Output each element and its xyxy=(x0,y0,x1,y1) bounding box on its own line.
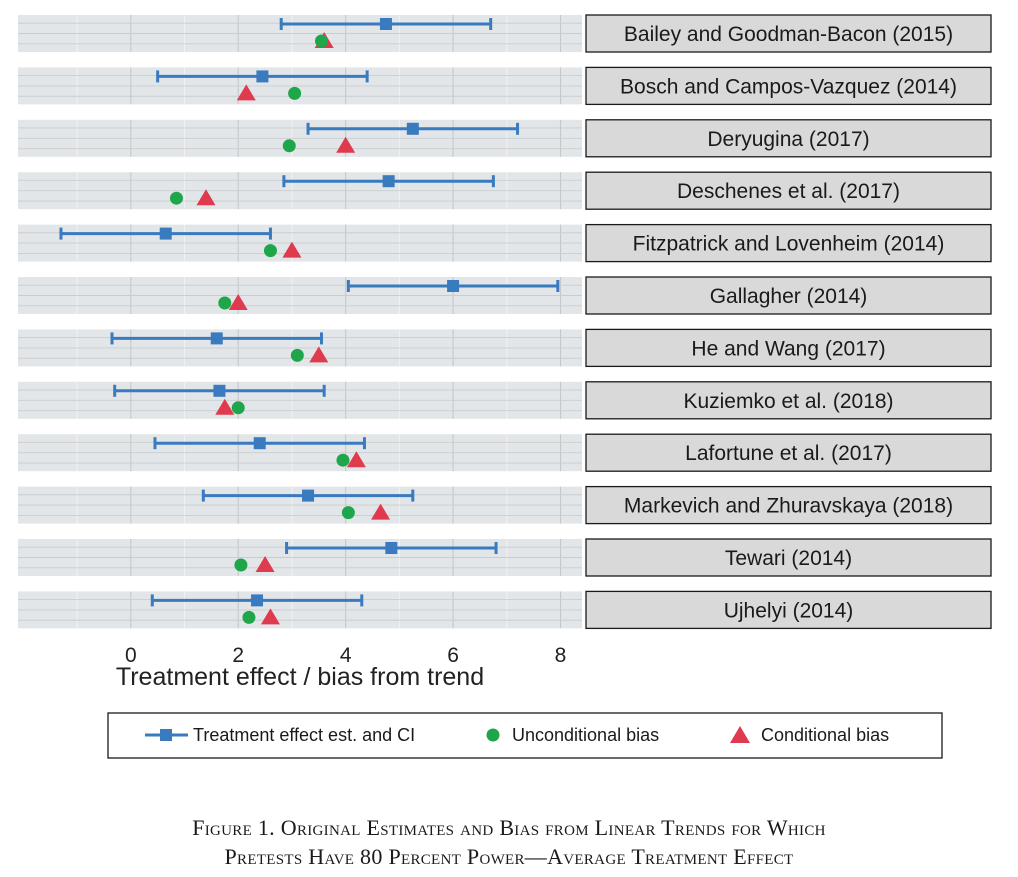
forest-plot: Bailey and Goodman-Bacon (2015) Bosch and… xyxy=(18,14,992,759)
conditional-bias-point xyxy=(196,189,216,206)
legend: Treatment effect est. and CI Uncondition… xyxy=(107,712,943,759)
study-panels: Bailey and Goodman-Bacon (2015) Bosch and… xyxy=(18,14,992,630)
conditional-bias-point xyxy=(309,346,329,363)
estimate-point xyxy=(379,18,392,30)
study-panel: Bailey and Goodman-Bacon (2015) xyxy=(18,14,992,53)
estimate-point xyxy=(213,384,226,397)
legend-estimate-label: Treatment effect est. and CI xyxy=(193,725,415,745)
unconditional-bias-point xyxy=(336,453,350,467)
unconditional-bias-point xyxy=(288,86,302,100)
study-label: Bailey and Goodman-Bacon (2015) xyxy=(624,23,953,46)
legend-conditional-label: Conditional bias xyxy=(761,725,889,745)
study-label-box xyxy=(585,171,992,210)
unconditional-bias-point xyxy=(234,558,248,572)
study-panel: Tewari (2014) xyxy=(18,538,992,577)
estimate-point xyxy=(159,227,172,240)
x-tick-label: 8 xyxy=(555,644,567,667)
study-label: Tewari (2014) xyxy=(725,547,852,570)
conditional-bias-point xyxy=(215,398,235,415)
study-label-box xyxy=(585,14,992,53)
estimate-point xyxy=(385,542,398,554)
unconditional-bias-point xyxy=(341,506,355,520)
unconditional-bias-point xyxy=(242,610,256,624)
estimate-point xyxy=(253,437,266,450)
study-label-box xyxy=(585,381,992,420)
study-label-box xyxy=(585,223,992,263)
legend-box xyxy=(107,712,943,759)
x-axis-title: Treatment effect / bias from trend xyxy=(116,663,484,691)
conditional-bias-point xyxy=(336,136,356,153)
study-panel: Markevich and Zhuravskaya (2018) xyxy=(18,485,992,525)
estimate-point xyxy=(251,594,264,607)
conditional-bias-point xyxy=(228,294,248,310)
conditional-bias-point xyxy=(260,608,280,625)
study-label-box xyxy=(585,485,992,525)
study-label-box xyxy=(585,590,992,630)
unconditional-bias-point xyxy=(231,401,245,415)
study-label-box xyxy=(585,538,992,577)
x-axis-ticks: 0 2 4 6 8 xyxy=(125,644,566,667)
study-label: Deryugina (2017) xyxy=(707,128,869,151)
x-tick-label: 0 xyxy=(125,644,137,667)
study-panel: Bosch and Campos-Vazquez (2014) xyxy=(18,66,992,106)
estimate-point xyxy=(406,122,419,135)
unconditional-bias-point xyxy=(314,34,328,48)
study-panel: Lafortune et al. (2017) xyxy=(18,433,992,472)
study-label: Lafortune et al. (2017) xyxy=(685,442,892,465)
estimate-point xyxy=(382,175,395,188)
estimate-point xyxy=(447,280,460,292)
study-label: Bosch and Campos-Vazquez (2014) xyxy=(620,75,957,98)
study-label-box xyxy=(585,66,992,106)
conditional-bias-point xyxy=(346,451,366,468)
legend-estimate-symbol xyxy=(145,729,188,741)
study-label: He and Wang (2017) xyxy=(691,337,885,360)
legend-conditional-symbol xyxy=(730,726,750,743)
figure-caption-line-1: Figure 1. Original Estimates and Bias fr… xyxy=(192,815,826,840)
study-panel: Fitzpatrick and Lovenheim (2014) xyxy=(18,223,992,263)
conditional-bias-point xyxy=(236,84,256,101)
study-panel: Ujhelyi (2014) xyxy=(18,590,992,630)
conditional-bias-point xyxy=(371,503,391,520)
legend-unconditional-symbol xyxy=(486,728,500,742)
study-label-box xyxy=(585,276,992,315)
study-label-box xyxy=(585,119,992,158)
study-label: Ujhelyi (2014) xyxy=(724,599,854,622)
study-label: Gallagher (2014) xyxy=(710,285,868,308)
study-panel: Deryugina (2017) xyxy=(18,119,992,158)
unconditional-bias-point xyxy=(290,348,304,362)
conditional-bias-point xyxy=(282,241,302,258)
study-label: Markevich and Zhuravskaya (2018) xyxy=(624,495,953,518)
unconditional-bias-point xyxy=(282,139,296,153)
study-panel: He and Wang (2017) xyxy=(18,328,992,368)
estimate-point xyxy=(210,332,223,345)
conditional-bias-point xyxy=(255,556,275,572)
unconditional-bias-point xyxy=(169,191,183,205)
unconditional-bias-point xyxy=(218,296,232,310)
study-panel: Kuziemko et al. (2018) xyxy=(18,381,992,420)
x-tick-label: 2 xyxy=(232,644,244,667)
study-label: Kuziemko et al. (2018) xyxy=(683,390,893,413)
figure-caption-line-2: Pretests Have 80 Percent Power—Average T… xyxy=(224,844,794,869)
unconditional-bias-point xyxy=(263,244,277,258)
x-tick-label: 6 xyxy=(447,644,459,667)
study-label-box xyxy=(585,433,992,472)
study-label: Deschenes et al. (2017) xyxy=(677,180,900,203)
estimate-point xyxy=(302,489,315,502)
estimate-point xyxy=(256,70,269,83)
study-panel: Deschenes et al. (2017) xyxy=(18,171,992,210)
study-panel: Gallagher (2014) xyxy=(18,276,992,315)
study-label-box xyxy=(585,328,992,368)
x-tick-label: 4 xyxy=(340,644,352,667)
study-label: Fitzpatrick and Lovenheim (2014) xyxy=(633,233,945,256)
legend-unconditional-label: Unconditional bias xyxy=(512,725,659,745)
